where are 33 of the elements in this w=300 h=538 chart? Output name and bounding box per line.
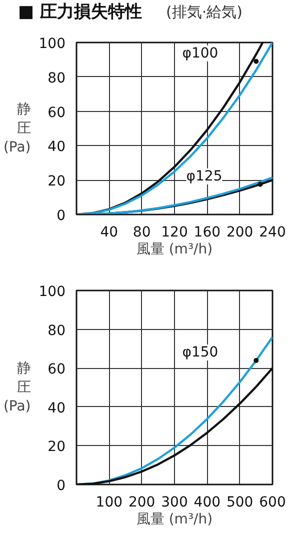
y-tick-label: 40 [48,139,66,156]
y-tick-label: 60 [48,362,66,378]
y-tick-label: 100 [38,284,66,300]
y-tick-label: 20 [48,174,66,190]
chart-subtitle: (排気·給気) [166,3,242,21]
x-tick-label: 120 [161,224,188,240]
y-tick-label: 0 [56,208,66,224]
x-tick-label: 400 [194,494,221,510]
x-tick-label: 160 [194,224,221,240]
y-tick-label: 80 [48,322,66,339]
x-tick-label: 80 [132,224,151,240]
annotation: φ125 [186,168,222,184]
y-tick-label: 80 [48,70,66,86]
y-tick-label: 0 [56,478,66,494]
chart-title: ■ 圧力損失特性 [18,2,142,22]
x-tick-label: 200 [226,224,254,240]
x-tick-label: 200 [128,494,156,510]
y-tick-label: 40 [48,400,66,416]
y-tick-label: 60 [48,104,66,121]
y-axis-title: 静圧(Pa) [3,360,31,415]
x-axis-title: 風量 (m³/h) [136,512,213,528]
x-tick-label: 300 [161,494,188,510]
y-tick-label: 20 [48,439,66,456]
x-tick-label: 240 [259,224,286,240]
annotation: φ100 [182,45,218,62]
x-tick-label: 100 [96,494,123,510]
annotation: φ150 [182,344,218,361]
x-axis-title: 風量 (m³/h) [136,242,213,258]
x-tick-label: 40 [100,224,118,240]
y-axis-title: 静圧(Pa) [3,101,31,156]
y-tick-label: 100 [38,36,66,52]
x-tick-label: 500 [226,494,254,510]
x-tick-label: 600 [259,494,286,510]
